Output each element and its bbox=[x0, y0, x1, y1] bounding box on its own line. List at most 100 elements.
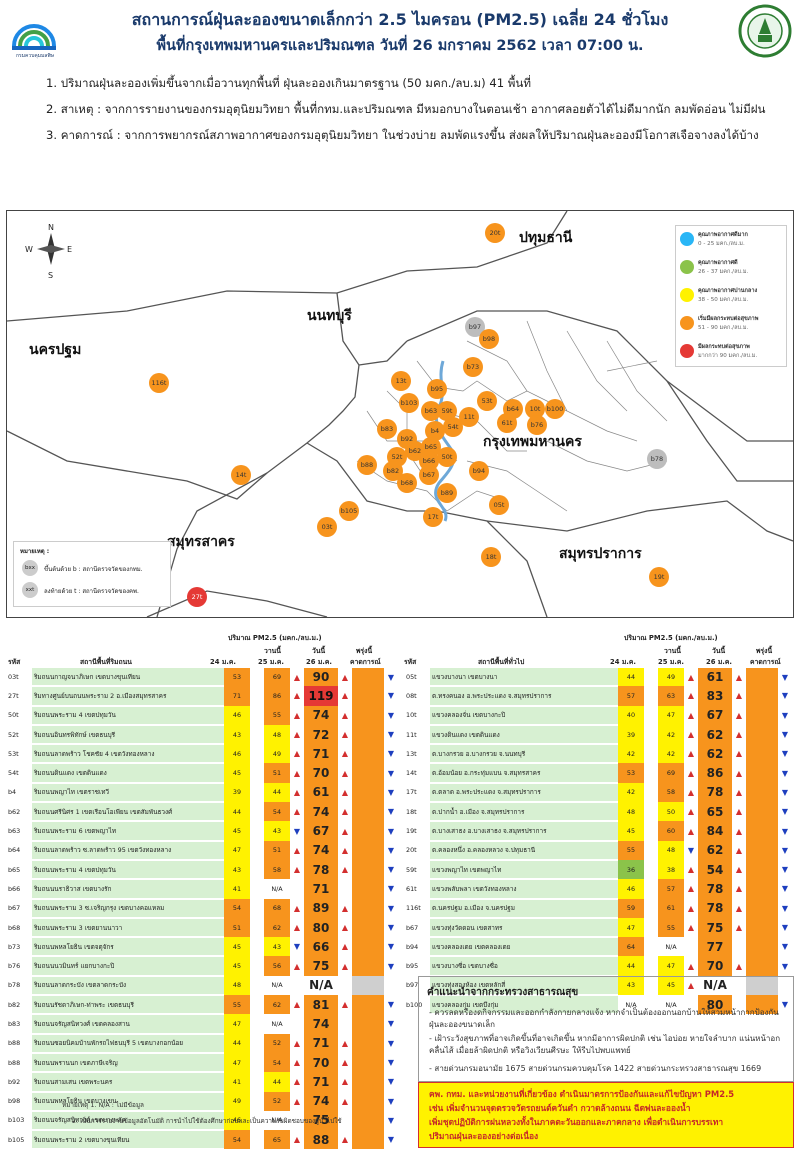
trend-arrow-icon: ▲ bbox=[341, 691, 349, 701]
station-marker[interactable]: b78 bbox=[647, 449, 667, 469]
pm25-24jan: 46 bbox=[224, 705, 250, 725]
forecast-cell bbox=[746, 898, 778, 918]
station-marker[interactable]: b105 bbox=[339, 501, 359, 521]
spacer bbox=[250, 918, 264, 937]
station-marker[interactable]: b63 bbox=[421, 401, 441, 421]
station-marker[interactable]: b98 bbox=[479, 329, 499, 349]
pm25-25jan: 44 bbox=[264, 782, 290, 803]
pm25-24jan: 39 bbox=[618, 724, 644, 745]
pm25-25jan: 69 bbox=[658, 763, 684, 783]
station-marker[interactable]: 50t bbox=[437, 447, 457, 467]
station-marker[interactable]: 18t bbox=[481, 547, 501, 567]
legend-range: 38 - 50 มคก./ลบ.ม. bbox=[698, 297, 749, 303]
station-marker[interactable]: 10t bbox=[525, 399, 545, 419]
station-marker[interactable]: b76 bbox=[527, 415, 547, 435]
forecast-cell bbox=[746, 724, 778, 745]
station-marker[interactable]: b4 bbox=[425, 421, 445, 441]
station-marker[interactable]: 59t bbox=[437, 401, 457, 421]
trend-arrow-icon bbox=[338, 879, 352, 898]
station-marker[interactable]: 116t bbox=[149, 373, 169, 393]
station-code: 18t bbox=[406, 807, 417, 816]
station-marker[interactable]: 17t bbox=[423, 507, 443, 527]
station-marker[interactable]: b89 bbox=[437, 483, 457, 503]
spacer bbox=[250, 1034, 264, 1053]
station-row: 54t ริมถนนดินแดง เขตดินแดง 45 51 ▲ 70 ▲ ▼ bbox=[6, 763, 398, 784]
station-marker[interactable]: b103 bbox=[399, 393, 419, 413]
note-1: หมายเหตุ 1. N/A : ไม่มีข้อมูล bbox=[62, 1101, 144, 1109]
station-marker[interactable]: b95 bbox=[427, 379, 447, 399]
forecast-cell bbox=[352, 859, 384, 880]
station-code: 20t bbox=[406, 846, 417, 855]
pm25-24jan: 45 bbox=[224, 821, 250, 841]
spacer bbox=[644, 879, 658, 898]
pm25-24jan: 71 bbox=[224, 686, 250, 706]
trend-arrow-icon: ▲ bbox=[293, 730, 301, 740]
pm25-24jan: 55 bbox=[618, 840, 644, 860]
trend-arrow-icon: ▲ bbox=[341, 845, 349, 855]
pm25-25jan: 63 bbox=[658, 686, 684, 706]
pm25-24jan: 40 bbox=[618, 705, 644, 725]
station-marker[interactable]: 14t bbox=[231, 465, 251, 485]
station-name: ต.อ้อมน้อย อ.กระทุ่มแบน จ.สมุทรสาคร bbox=[430, 763, 618, 784]
station-name: แขวงพลับพลา เขตวังทองหลาง bbox=[430, 879, 618, 900]
station-marker[interactable]: 61t bbox=[497, 413, 517, 433]
station-code: b88 bbox=[8, 1058, 21, 1067]
spacer bbox=[250, 1053, 264, 1072]
station-marker[interactable]: b67 bbox=[419, 465, 439, 485]
station-name: ริมถนนสามเสน เขตพระนคร bbox=[32, 1072, 224, 1093]
station-code: b67 bbox=[406, 923, 419, 932]
station-marker[interactable]: 53t bbox=[477, 391, 497, 411]
station-marker[interactable]: b68 bbox=[397, 473, 417, 493]
station-marker[interactable]: b83 bbox=[377, 419, 397, 439]
pm25-25jan: 50 bbox=[658, 802, 684, 822]
forecast-cell bbox=[746, 782, 778, 803]
station-marker[interactable]: 27t bbox=[187, 587, 207, 607]
right-d26-header: 26 ม.ค. bbox=[706, 658, 733, 666]
compass-rose-icon bbox=[37, 233, 65, 265]
station-marker[interactable]: 20t bbox=[485, 223, 505, 243]
station-marker[interactable]: 54t bbox=[443, 417, 463, 437]
station-marker[interactable]: b88 bbox=[357, 455, 377, 475]
trend-arrow-icon: ▼ bbox=[687, 845, 695, 855]
compass-w: W bbox=[25, 245, 33, 254]
spacer bbox=[644, 937, 658, 956]
forecast-arrow-icon: ▼ bbox=[387, 1077, 395, 1087]
right-tomorrow-header: พรุ่งนี้ bbox=[756, 647, 773, 655]
station-marker[interactable]: 05t bbox=[489, 495, 509, 515]
page-title: สถานการณ์ฝุ่นละอองขนาดเล็กกว่า 2.5 ไมครอ… bbox=[131, 10, 669, 29]
trend-arrow-icon: ▲ bbox=[293, 710, 301, 720]
station-row: 61t แขวงพลับพลา เขตวังทองหลาง 46 57 ▲ 78 ▲ ▼ bbox=[404, 879, 792, 900]
spacer bbox=[644, 956, 658, 975]
station-name: ริมถนนพระราม 4 เขตปทุมวัน bbox=[32, 705, 224, 726]
station-code: 14t bbox=[406, 769, 417, 778]
legend-item: คุณภาพอากาศดี 26 - 37 มคก./ลบ.ม. bbox=[676, 254, 786, 282]
station-marker[interactable]: 19t bbox=[649, 567, 669, 587]
station-marker[interactable]: b94 bbox=[469, 461, 489, 481]
station-row: b88 ริมถนนพรานนก เขตภาษีเจริญ 47 54 ▲ 70 ▲ ▼ bbox=[6, 1052, 398, 1074]
station-marker[interactable]: 03t bbox=[317, 517, 337, 537]
legend-dot-icon bbox=[680, 260, 694, 274]
trend-arrow-icon: ▲ bbox=[341, 807, 349, 817]
station-row: 20t ต.คลองหนึ่ง อ.คลองหลวง จ.ปทุมธานี 55 48… bbox=[404, 840, 792, 861]
pm25-24jan: 64 bbox=[618, 937, 644, 957]
station-marker[interactable]: b100 bbox=[545, 399, 565, 419]
spacer bbox=[250, 976, 264, 995]
pm25-26jan: 71 bbox=[304, 1072, 338, 1092]
station-row: 52t ริมถนนอินทรพิทักษ์ เขตธนบุรี 43 48 ▲ 72 ▲ ▼ bbox=[6, 724, 398, 746]
pm25-24jan: 36 bbox=[618, 859, 644, 880]
right-yesterday-header: วานนี้ bbox=[664, 647, 681, 655]
forecast-arrow-icon: ▼ bbox=[387, 1000, 395, 1010]
station-marker[interactable]: b73 bbox=[463, 357, 483, 377]
station-code: 03t bbox=[8, 673, 19, 682]
province-samut-sakhon: สมุทรสาคร bbox=[167, 534, 235, 550]
trend-arrow-icon: ▲ bbox=[735, 884, 743, 894]
station-row: b4 ริมถนนพญาไท เขตราชเทวี 39 44 ▲ 61 ▲ ▼ bbox=[6, 782, 398, 804]
station-row: 13t ต.บางกรวย อ.บางกรวย จ.นนทบุรี 42 42 ▲ 62 ▲… bbox=[404, 744, 792, 765]
station-marker[interactable]: 11t bbox=[459, 407, 479, 427]
forecast-arrow-icon: ▼ bbox=[387, 1038, 395, 1048]
pm25-25jan: 51 bbox=[264, 763, 290, 783]
pm25-24jan: 53 bbox=[618, 763, 644, 783]
pm25-26jan: 75 bbox=[698, 917, 732, 938]
trend-arrow-icon: ▲ bbox=[735, 710, 743, 720]
station-marker[interactable]: 13t bbox=[391, 371, 411, 391]
